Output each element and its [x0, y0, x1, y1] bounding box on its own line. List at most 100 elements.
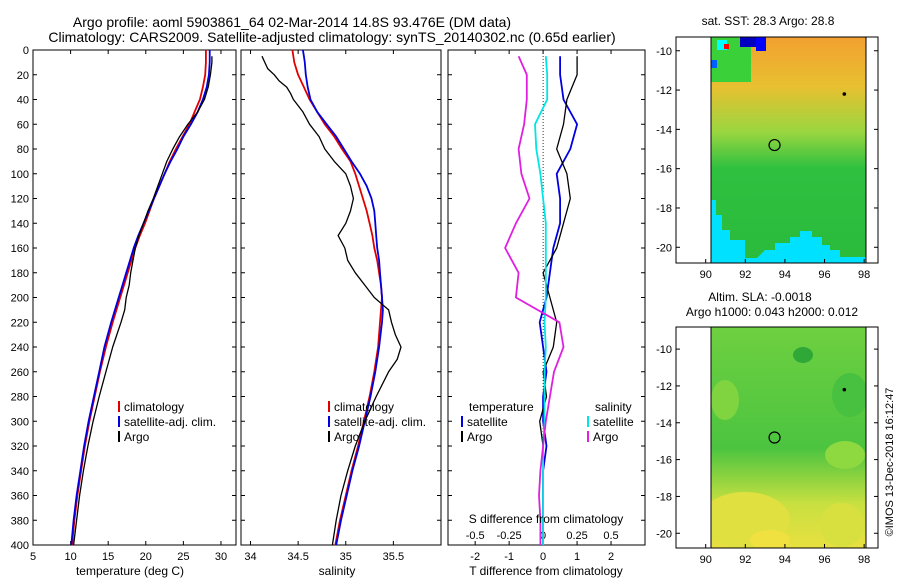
x-tick-label: 1	[574, 551, 580, 563]
x-tick-label: 25	[177, 551, 189, 563]
difference-legend: temperature satellite Argo salinity sate…	[461, 400, 634, 444]
salinity-panel-frame	[240, 49, 442, 546]
lat-tick-label: -14	[656, 418, 672, 430]
series-s-satellite-line	[534, 56, 549, 545]
temperature-legend: climatology satellite-adj. clim. Argo	[118, 400, 216, 444]
figure-title-line1: Argo profile: aoml 5903861_64 02-Mar-201…	[73, 14, 511, 30]
depth-tick-label: 60	[17, 119, 29, 131]
x-tick-label: 30	[215, 551, 227, 563]
x-tick-label: 34	[244, 551, 256, 563]
series-satellite-adj-clim-line	[302, 50, 384, 545]
lon-tick-label: 92	[739, 554, 751, 566]
lat-tick-label: -18	[656, 491, 672, 503]
depth-tick-label: 400	[11, 540, 29, 552]
depth-tick-label: 320	[11, 441, 29, 453]
depth-tick-label: 260	[11, 367, 29, 379]
legend-climatology-label: climatology	[124, 400, 184, 414]
sst-cold-pixel	[740, 37, 756, 47]
sst-hot-pixel	[724, 44, 729, 49]
depth-tick-label: 80	[17, 144, 29, 156]
sst-no-data-area	[676, 37, 711, 263]
s-tick-label: -0.25	[497, 530, 522, 542]
float-marker	[842, 92, 847, 96]
depth-axis: 0 20 40 60 80 100 120 140 160 180 200 220 240 260 280 3…	[11, 45, 645, 552]
depth-tick-label: 40	[17, 95, 29, 107]
sla-high-patch	[711, 380, 739, 420]
lat-tick-label: -20	[656, 242, 672, 254]
legend-argo-label: Argo	[334, 430, 360, 444]
s-difference-axis-label: S difference from climatology	[469, 512, 624, 526]
x-tick-label: 20	[140, 551, 152, 563]
x-tick-label: 15	[102, 551, 114, 563]
temperature-x-axis: 5 10 15 20 25 30	[30, 50, 227, 563]
lon-tick-label: 94	[779, 269, 791, 281]
lat-tick-label: -10	[656, 344, 672, 356]
sla-high-patch	[825, 441, 865, 469]
sst-map-title: sat. SST: 28.3 Argo: 28.8	[702, 14, 835, 28]
sla-map-subtitle: Argo h1000: 0.043 h2000: 0.012	[686, 305, 858, 319]
sst-lon-axis: 90 92 94 96 98	[700, 259, 870, 281]
depth-tick-label: 280	[11, 392, 29, 404]
depth-tick-label: 0	[23, 45, 29, 57]
sla-high-patch	[820, 503, 864, 547]
s-tick-label: 0.25	[566, 530, 587, 542]
depth-tick-label: 360	[11, 491, 29, 503]
argo-location-marker	[768, 431, 781, 444]
s-tick-label: 0.5	[603, 530, 618, 542]
lat-tick-label: -14	[656, 124, 672, 136]
lat-tick-label: -20	[656, 528, 672, 540]
salinity-legend: climatology satellite-adj. clim. Argo	[328, 400, 426, 444]
difference-s-axis: -0.5-0.2500.250.5	[466, 530, 619, 542]
depth-tick-label: 200	[11, 293, 29, 305]
sst-map: 90 92 94 96 98 -10 -12 -14 -16 -18 -20	[656, 36, 879, 281]
depth-tick-label: 100	[11, 169, 29, 181]
lon-tick-label: 92	[739, 269, 751, 281]
difference-x-axis: -2 -1 0 1 2	[470, 50, 614, 563]
salinity-x-axis: 34 34.5 35 35.5	[244, 50, 404, 563]
sla-lon-axis: 90 92 94 96 98	[700, 544, 870, 566]
legend-temperature-title: temperature	[469, 400, 534, 414]
depth-tick-label: 20	[17, 70, 29, 82]
sla-axes-box	[675, 326, 879, 549]
lat-tick-label: -16	[656, 164, 672, 176]
legend-satellite-label: satellite-adj. clim.	[334, 415, 426, 429]
depth-tick-label: 180	[11, 268, 29, 280]
series-s-argo-line	[504, 55, 565, 545]
float-marker	[842, 387, 847, 392]
sla-low-patch	[793, 347, 813, 363]
depth-tick-label: 120	[11, 194, 29, 206]
series-argo-line	[72, 56, 213, 545]
sst-cloud-pixel	[711, 60, 717, 68]
legend-s-argo-label: Argo	[593, 430, 619, 444]
x-tick-label: 35	[340, 551, 352, 563]
legend-t-satellite-label: satellite	[467, 415, 508, 429]
sla-no-data-area	[676, 327, 711, 548]
sst-cloud-pixel	[717, 40, 727, 50]
lat-tick-label: -18	[656, 203, 672, 215]
x-tick-label: 5	[30, 551, 36, 563]
sst-cold-pixel	[756, 37, 766, 51]
s-tick-label: -0.5	[466, 530, 485, 542]
depth-tick-label: 300	[11, 416, 29, 428]
lon-tick-label: 98	[858, 269, 870, 281]
legend-salinity-title: salinity	[595, 400, 632, 414]
x-tick-label: 10	[64, 551, 76, 563]
t-difference-axis-label: T difference from climatology	[469, 564, 623, 578]
depth-tick-label: 160	[11, 243, 29, 255]
sla-lat-axis: -10 -12 -14 -16 -18 -20	[656, 344, 878, 540]
x-tick-label: -2	[470, 551, 480, 563]
lat-tick-label: -12	[656, 381, 672, 393]
lon-tick-label: 90	[700, 554, 712, 566]
sst-axes-box	[675, 36, 879, 264]
difference-series	[504, 55, 578, 545]
sla-high-patch	[750, 530, 790, 548]
sst-lat-axis: -10 -12 -14 -16 -18 -20	[656, 46, 878, 254]
legend-t-argo-label: Argo	[467, 430, 493, 444]
sla-low-patch	[832, 373, 866, 417]
x-tick-label: 0	[540, 551, 546, 563]
lon-tick-label: 94	[779, 554, 791, 566]
sla-map: 90 92 94 96 98 -10 -12 -14 -16 -18 -20	[656, 326, 879, 566]
temperature-panel-frame	[32, 49, 237, 546]
temperature-axis-label: temperature (deg C)	[76, 564, 184, 578]
